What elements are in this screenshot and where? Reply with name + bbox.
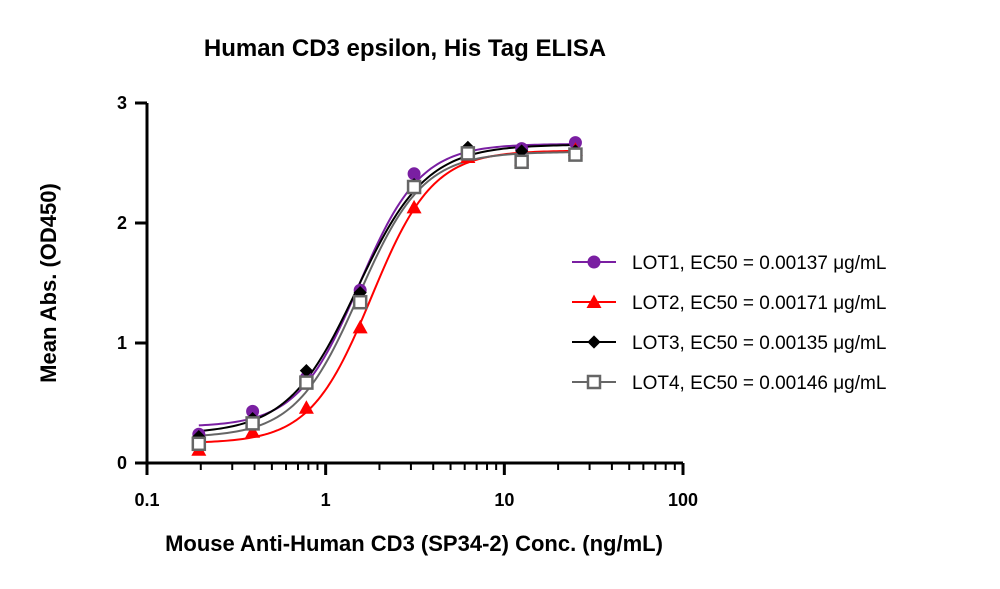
data-point-lot2 — [406, 199, 422, 214]
y-tick-label: 3 — [117, 93, 127, 113]
data-point-lot4 — [191, 436, 207, 452]
data-point-lot4 — [460, 146, 476, 161]
legend-marker — [586, 294, 602, 308]
x-tick-label: 100 — [668, 490, 698, 510]
fit-curve-lot1 — [198, 143, 576, 427]
legend-item-lot2: LOT2, EC50 = 0.00171 μg/mL — [572, 293, 886, 314]
legend-marker — [586, 374, 602, 390]
data-point-lot3 — [353, 286, 367, 300]
legend-marker — [587, 255, 601, 269]
legend-item-lot4: LOT4, EC50 = 0.00146 μg/mL — [572, 373, 886, 394]
legend-label: LOT4, EC50 = 0.00146 μg/mL — [632, 373, 886, 394]
x-tick-label: 0.1 — [134, 490, 159, 510]
data-point-lot3 — [299, 364, 313, 378]
fit-curves — [198, 143, 576, 444]
fit-curve-lot4 — [198, 151, 576, 437]
x-tick-label: 10 — [494, 490, 514, 510]
legend-item-lot1: LOT1, EC50 = 0.00137 μg/mL — [572, 253, 886, 274]
data-point-lot2 — [352, 319, 368, 334]
legend-label: LOT1, EC50 = 0.00137 μg/mL — [632, 253, 886, 274]
fit-curve-lot3 — [198, 144, 576, 433]
data-point-lot4 — [352, 294, 368, 310]
data-point-lot4 — [245, 416, 260, 431]
data-point-lot4 — [568, 147, 583, 162]
y-tick-label: 2 — [117, 213, 127, 233]
legend-label: LOT3, EC50 = 0.00135 μg/mL — [632, 333, 886, 354]
data-point-lot4 — [514, 154, 529, 170]
y-tick-label: 0 — [117, 453, 127, 473]
data-point-lot3 — [515, 144, 529, 158]
ticks: 0.1 1 10 100 0 1 2 3 — [117, 93, 698, 510]
fit-curve-lot2 — [198, 149, 576, 444]
axes — [145, 103, 683, 465]
data-point-lot2 — [245, 424, 261, 438]
chart-title: Human CD3 epsilon, His Tag ELISA — [204, 35, 606, 62]
data-point-lot4 — [406, 179, 422, 195]
legend-item-lot3: LOT3, EC50 = 0.00135 μg/mL — [572, 333, 886, 354]
y-tick-label: 1 — [117, 333, 127, 353]
legend-label: LOT2, EC50 = 0.00171 μg/mL — [632, 293, 886, 314]
data-points — [191, 136, 583, 456]
y-axis-title: Mean Abs. (OD450) — [36, 183, 61, 383]
data-point-lot2 — [298, 400, 314, 414]
x-tick-label: 1 — [321, 490, 331, 510]
legend: LOT1, EC50 = 0.00137 μg/mL LOT2, EC50 = 0… — [572, 253, 886, 394]
data-point-lot4 — [299, 375, 314, 390]
legend-marker — [587, 335, 601, 349]
x-axis-title: Mouse Anti-Human CD3 (SP34-2) Conc. (ng/… — [165, 531, 663, 556]
